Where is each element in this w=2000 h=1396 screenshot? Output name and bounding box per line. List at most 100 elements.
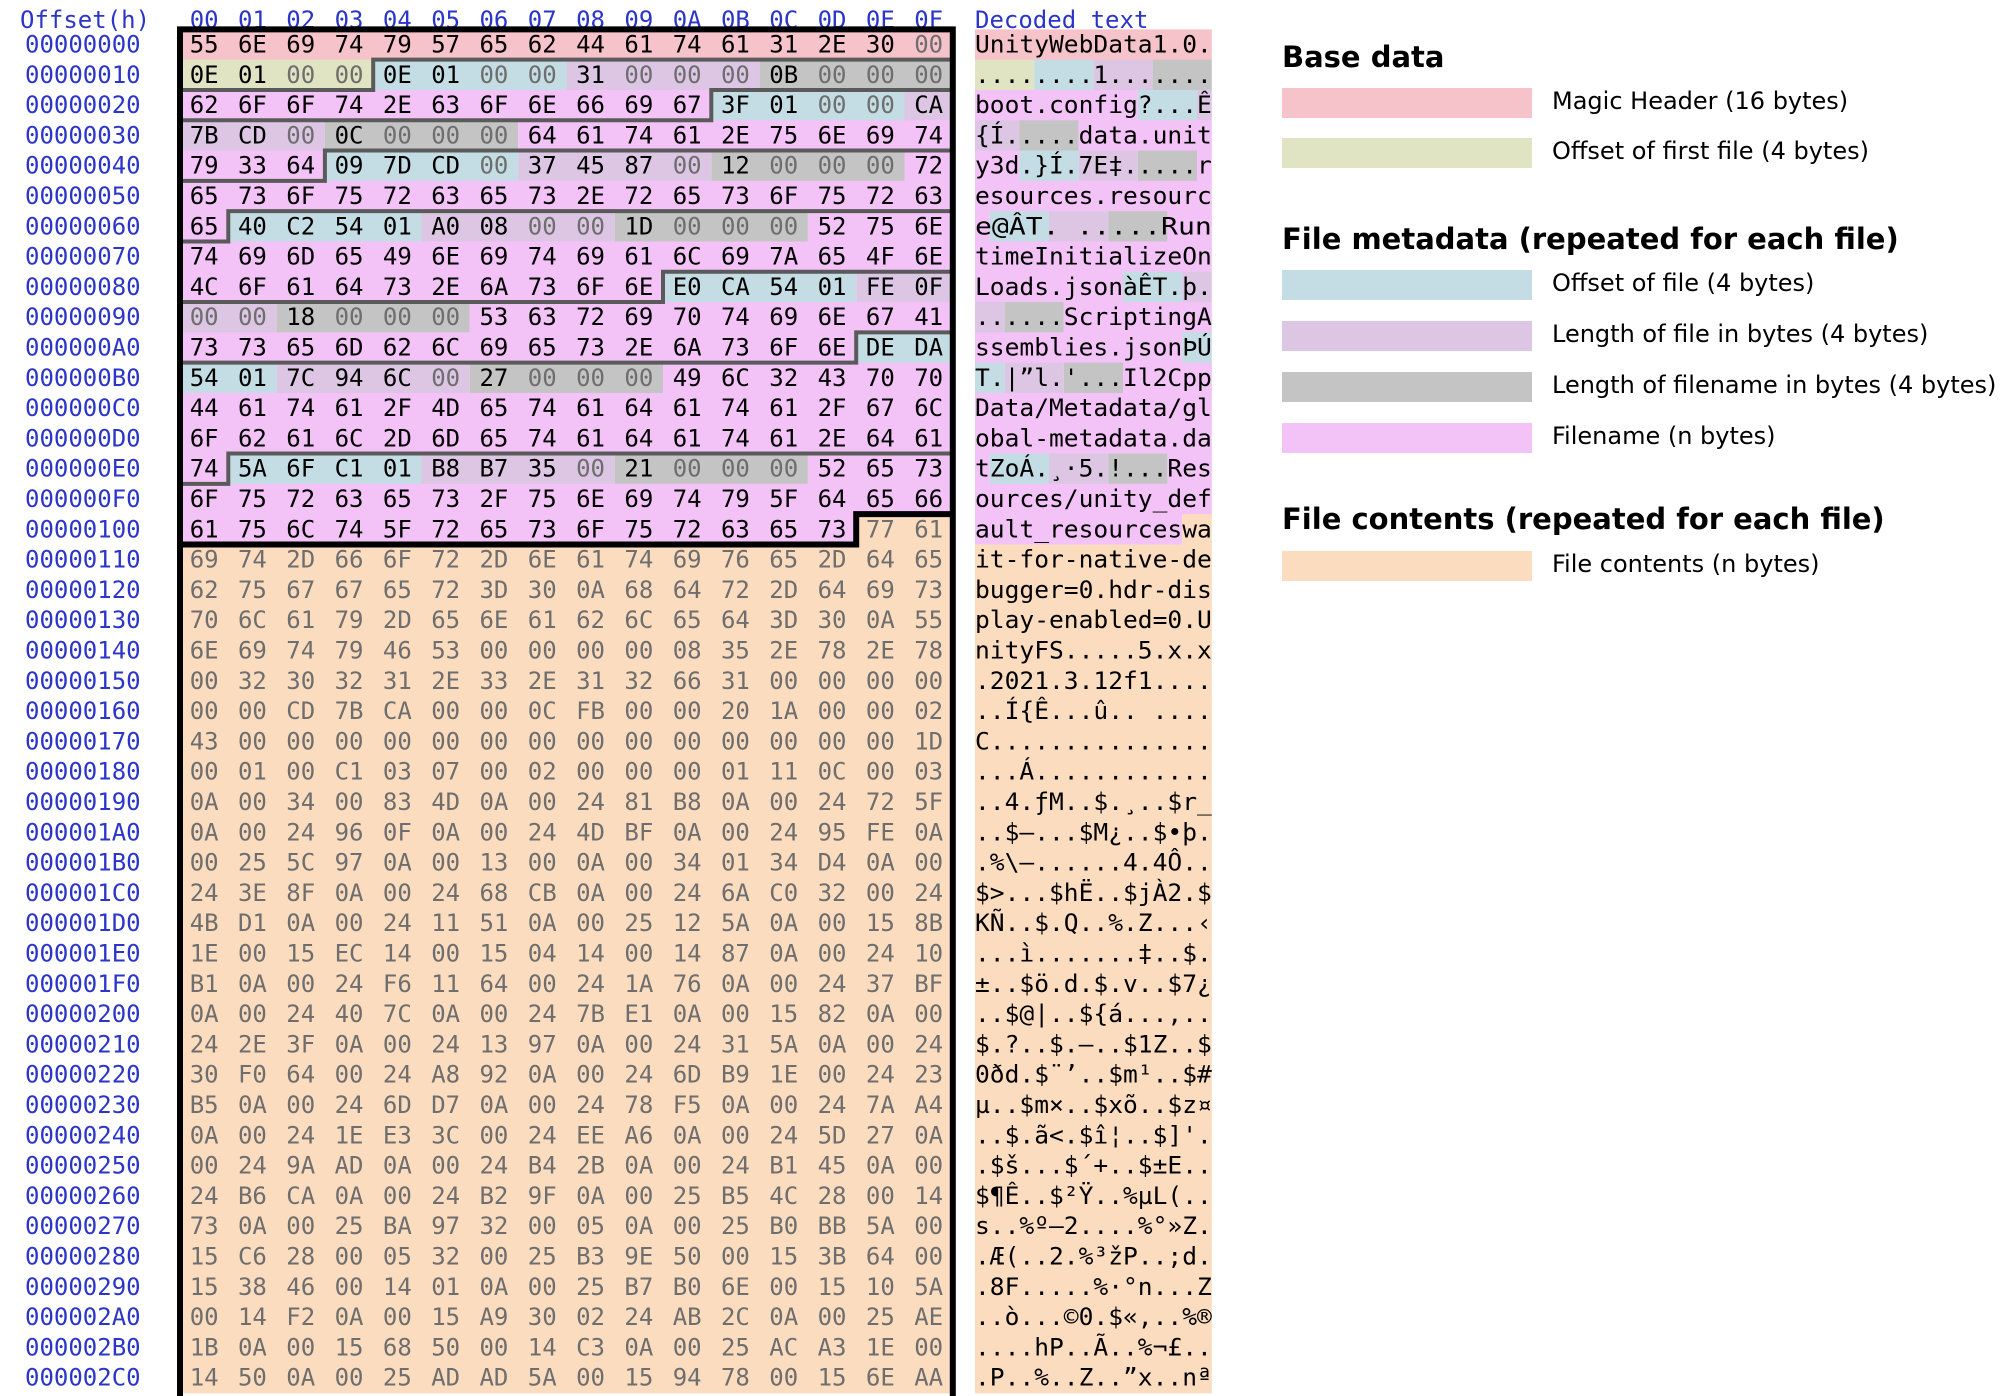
hex-byte: 24: [866, 1061, 895, 1089]
hex-byte: 11: [769, 758, 798, 786]
hex-bg-file_offset: [711, 89, 905, 121]
ascii-bg-name_length: [1152, 59, 1212, 91]
hex-byte: 50: [673, 1243, 702, 1271]
hex-bg-filename: [518, 120, 953, 152]
hex-byte: 0A: [190, 1121, 219, 1149]
hex-byte: 64: [721, 606, 750, 634]
hex-byte: 00: [866, 152, 895, 180]
hex-byte: 64: [624, 394, 653, 422]
decoded-text-header-label: Decoded text: [975, 6, 1148, 34]
decoded-text: .Æ(..2.%³žP..;d.: [975, 1243, 1212, 1271]
hex-byte: 6E: [528, 91, 557, 119]
row-offset: 00000200: [25, 1000, 141, 1028]
row-offset: 000000C0: [25, 394, 141, 422]
hex-byte: 6C: [673, 243, 702, 271]
decoded-text: play-enabled=0.U: [975, 606, 1212, 634]
hex-byte: 65: [479, 515, 508, 543]
hex-byte: 2E: [818, 424, 847, 452]
hex-byte: 12: [673, 909, 702, 937]
hex-byte: 4D: [576, 818, 605, 846]
ascii-bg-magic: [975, 29, 1212, 61]
hex-byte: 70: [914, 364, 943, 392]
hex-byte: 24: [286, 1000, 315, 1028]
hex-byte: 24: [528, 1121, 557, 1149]
ascii-bg-filename: [975, 483, 1212, 515]
hex-byte: 74: [190, 455, 219, 483]
hex-byte: AE: [914, 1303, 943, 1331]
hex-byte: 04: [528, 940, 557, 968]
decoded-text: Data/Metadata/gl: [975, 394, 1212, 422]
hex-byte: 01: [383, 212, 412, 240]
hex-byte: 00: [769, 1364, 798, 1392]
hex-byte: 6E: [238, 31, 267, 59]
hex-byte: 1A: [624, 970, 653, 998]
hex-byte: 6C: [286, 515, 315, 543]
hex-bg-name_length: [614, 211, 808, 242]
hex-bg-file_length: [518, 150, 712, 182]
row-offset: 00000090: [25, 303, 141, 331]
hex-byte: 0A: [528, 909, 557, 937]
hex-bg-filename: [807, 211, 953, 242]
hex-byte: 31: [721, 667, 750, 695]
hex-byte: AD: [431, 1364, 460, 1392]
hex-byte: 00: [286, 1212, 315, 1240]
hex-byte: 79: [383, 31, 412, 59]
hex-byte: 4F: [866, 243, 895, 271]
hex-byte: 6E: [624, 273, 653, 301]
hex-byte: 00: [335, 1273, 364, 1301]
ascii-bg-contents: [975, 1059, 1212, 1091]
decoded-text: y3d.}Í.7E‡.....r: [975, 151, 1212, 180]
hex-byte: F5: [673, 1091, 702, 1119]
hex-byte: 0A: [383, 849, 412, 877]
hex-bg-filename: [180, 332, 857, 364]
hex-byte: 67: [286, 576, 315, 604]
hex-byte: 00: [721, 818, 750, 846]
hex-byte: 61: [624, 243, 653, 271]
hex-byte: 73: [431, 485, 460, 513]
hex-byte: 6C: [431, 334, 460, 362]
hex-byte: D7: [431, 1091, 460, 1119]
hex-byte: 25: [383, 1364, 412, 1392]
hex-byte: 65: [866, 455, 895, 483]
row-offset: 000001B0: [25, 849, 141, 877]
hex-byte: 0A: [721, 788, 750, 816]
hex-byte: 27: [479, 364, 508, 392]
hex-byte: 24: [383, 1061, 412, 1089]
hex-byte: 00: [528, 212, 557, 240]
hex-byte: 41: [914, 303, 943, 331]
decoded-text: ssemblies.jsonÞÚ: [975, 332, 1212, 362]
hex-byte: 00: [866, 697, 895, 725]
hex-byte: EE: [576, 1121, 605, 1149]
hex-byte: 54: [769, 273, 798, 301]
hex-byte: 2D: [383, 606, 412, 634]
hex-byte: FB: [576, 697, 605, 725]
hex-bg-contents: [180, 847, 953, 879]
hex-byte: 6F: [479, 91, 508, 119]
hex-byte: 0A: [624, 1152, 653, 1180]
hex-bg-filename: [180, 483, 953, 515]
hex-byte: 65: [866, 485, 895, 513]
hex-byte: 37: [528, 152, 557, 180]
hex-byte: 00: [576, 1364, 605, 1392]
ascii-bg-contents: [975, 1180, 1212, 1212]
hex-byte: 73: [190, 1212, 219, 1240]
hex-byte: CD: [286, 697, 315, 725]
decoded-text: ..4.ƒM..$.¸..$r_: [975, 788, 1212, 816]
hex-byte: 00: [479, 1121, 508, 1149]
hex-byte: 2B: [576, 1152, 605, 1180]
hex-byte: 25: [721, 1212, 750, 1240]
hex-byte: CD: [431, 152, 460, 180]
ascii-bg-contents: [975, 726, 1212, 758]
hex-byte: 00: [335, 727, 364, 755]
decoded-text: {Í.....data.unit: [975, 120, 1212, 149]
hex-bg-contents: [180, 665, 953, 697]
hex-byte: 00: [190, 1152, 219, 1180]
hex-byte: 14: [238, 1303, 267, 1331]
hex-byte: 53: [479, 303, 508, 331]
hex-byte: 64: [818, 576, 847, 604]
hex-byte: 00: [335, 1243, 364, 1271]
hex-byte: 30: [818, 606, 847, 634]
hex-byte: 00: [335, 788, 364, 816]
hex-byte: 00: [624, 727, 653, 755]
hex-byte: 27: [866, 1121, 895, 1149]
